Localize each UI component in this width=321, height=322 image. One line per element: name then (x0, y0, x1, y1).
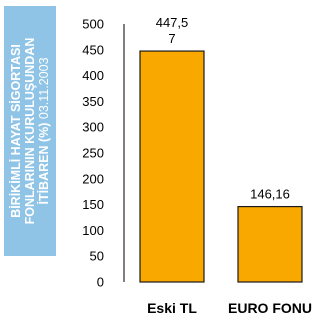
y-tick-label: 200 (82, 171, 104, 186)
bar (237, 205, 303, 283)
bar-value-label: 447,5 (156, 15, 189, 30)
bar-value-label: 7 (168, 31, 175, 46)
bar-value-label: 146,16 (250, 187, 290, 202)
y-tick-label: 400 (82, 68, 104, 83)
bars (139, 50, 303, 283)
y-axis-banner: BİRİKİMLİ HAYAT SİGORTASI FONLARININ KUR… (4, 6, 56, 256)
x-category-label: Eski TL (147, 300, 197, 316)
y-axis-ticks: 0 50 100 150 200 250 300 350 400 450 500 (82, 17, 104, 290)
y-tick-label: 100 (82, 223, 104, 238)
y-tick-label: 50 (90, 249, 104, 264)
data-labels: 447,57 146,16 (156, 15, 290, 202)
y-tick-label: 300 (82, 120, 104, 135)
y-tick-label: 350 (82, 94, 104, 109)
x-category-label: EURO FONU (228, 300, 312, 316)
y-tick-label: 0 (97, 275, 104, 290)
y-tick-label: 500 (82, 17, 104, 32)
y-tick-label: 450 (82, 42, 104, 57)
bar (139, 50, 205, 283)
y-tick-label: 150 (82, 197, 104, 212)
category-labels: Eski TL EURO FONU (147, 300, 312, 316)
y-tick-label: 250 (82, 146, 104, 161)
